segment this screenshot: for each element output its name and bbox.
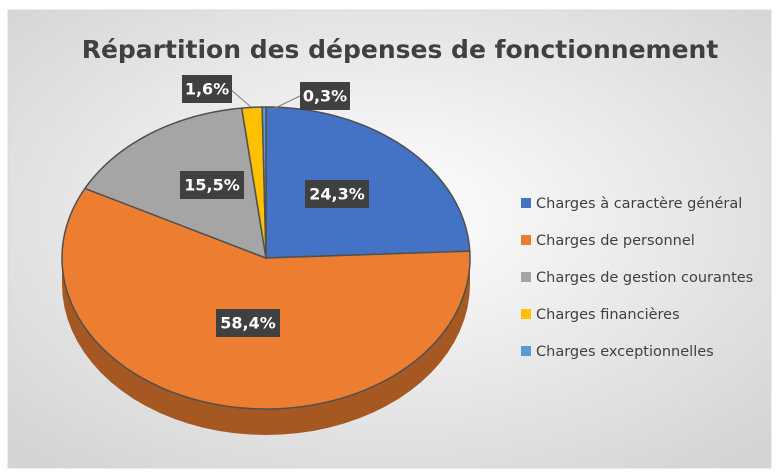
legend-label: Charges à caractère général xyxy=(536,196,742,212)
legend-swatch xyxy=(521,346,531,356)
legend-swatch xyxy=(521,198,531,208)
data-label: 0,3% xyxy=(303,87,347,106)
label-box xyxy=(216,309,280,337)
data-label: 1,6% xyxy=(185,80,229,99)
chart-title: Répartition des dépenses de fonctionneme… xyxy=(82,35,719,64)
leader-line xyxy=(270,95,301,111)
legend-label: Charges de gestion courantes xyxy=(536,270,753,286)
data-label: 58,4% xyxy=(220,314,276,333)
slice xyxy=(61,187,471,410)
leader-line xyxy=(229,88,252,108)
label-box xyxy=(300,82,350,110)
legend-swatch xyxy=(521,309,531,319)
label-box xyxy=(305,180,369,208)
legend-label: Charges de personnel xyxy=(536,233,695,249)
data-label: 15,5% xyxy=(184,176,240,195)
data-labels: 24,3% 58,4% 15,5% 1,6% 0,3% xyxy=(180,75,369,337)
legend-label: Charges exceptionnelles xyxy=(536,344,714,360)
slice-side xyxy=(62,258,470,435)
label-box xyxy=(182,75,232,103)
pie xyxy=(61,106,471,435)
legend-label: Charges financières xyxy=(536,307,680,323)
label-box xyxy=(180,171,244,199)
slice xyxy=(84,107,267,259)
data-label: 24,3% xyxy=(309,185,365,204)
legend-swatch xyxy=(521,235,531,245)
legend-swatch xyxy=(521,272,531,282)
legend: Charges à caractère général Charges de pe… xyxy=(521,196,753,360)
slice xyxy=(261,106,267,259)
